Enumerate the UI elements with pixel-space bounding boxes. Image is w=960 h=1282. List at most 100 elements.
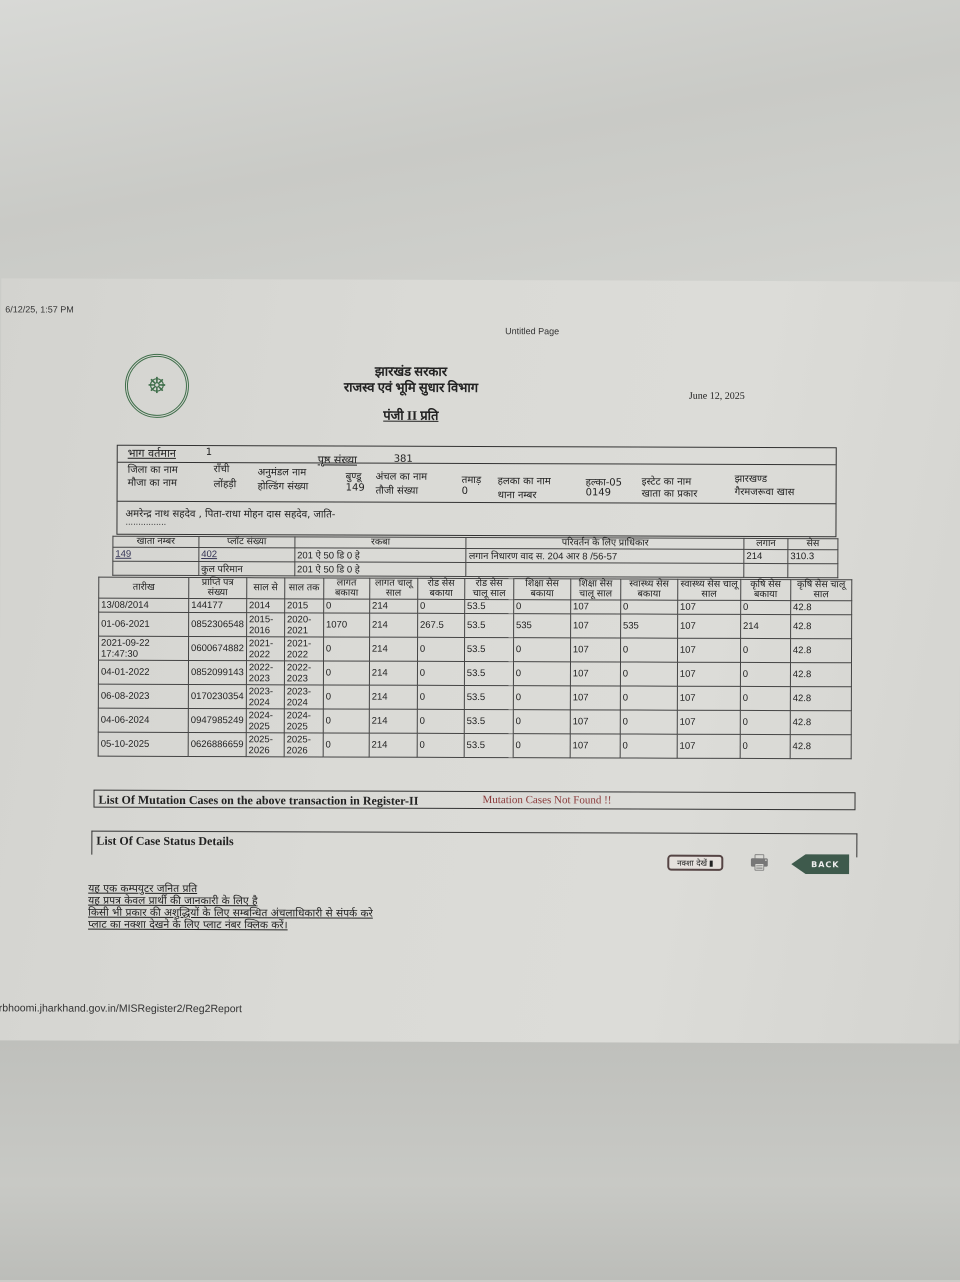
table-cell: 0 <box>513 709 571 734</box>
table-cell: 0 <box>417 709 465 734</box>
table-cell: 53.5 <box>464 613 514 638</box>
table-cell: 535 <box>513 613 571 638</box>
col-header: प्लॉट संख्या <box>198 536 295 548</box>
register-title: पंजी II प्रति <box>383 407 439 423</box>
bhag-value: 1 <box>205 447 213 459</box>
table-row: 06-08-2023 0170230354 2023-2024 2023-2024 0 2… <box>98 684 852 711</box>
jila-value: राँची <box>213 464 230 476</box>
note: यह प्रपत्र केवल प्रार्थी की जानकारी के ल… <box>88 894 258 908</box>
table-cell: 2024-2025 <box>284 708 324 733</box>
bhag-label: भाग वर्तमान <box>127 446 176 460</box>
view-map-label: नक्शा देखें <box>677 858 708 868</box>
table-cell: 2025-2026 <box>246 732 285 757</box>
col-header: सेस <box>787 538 838 550</box>
page-url: rbhoomi.jharkhand.gov.in/MISRegister2/Re… <box>0 1002 242 1016</box>
holding-label: होल्डिंग संख्या <box>257 481 309 493</box>
payments-table: तारीख प्राप्ति पत्र संख्या साल से साल तक लाग… <box>98 577 853 760</box>
table-cell: 214 <box>369 685 418 710</box>
table-cell: 0 <box>323 732 370 758</box>
printed-page: 6/12/25, 1:57 PM Untitled Page ☸ झारखंड … <box>0 278 960 1044</box>
ses-value: 310.3 <box>787 549 838 564</box>
table-cell: 107 <box>677 638 741 663</box>
thana-value: 0149 <box>585 487 612 499</box>
col-header: प्राप्ति पत्र संख्या <box>188 577 247 599</box>
table-cell: 0 <box>513 733 571 758</box>
table-cell: 42.8 <box>790 662 852 687</box>
table-cell: 53.5 <box>464 733 514 758</box>
table-cell: 107 <box>677 686 741 711</box>
table-row: 01-06-2021 0852306548 2015-2016 2020-2021 10… <box>98 612 852 639</box>
table-cell: 42.8 <box>790 638 852 663</box>
table-cell: 0 <box>417 599 465 614</box>
table-cell: 0852306548 <box>188 612 247 637</box>
table-cell: 42.8 <box>790 600 852 615</box>
table-cell: 0 <box>323 684 370 710</box>
table-row: 05-10-2025 0626886659 2025-2026 2025-2026 0 2… <box>98 732 852 759</box>
table-cell: 107 <box>570 685 621 710</box>
table-cell: 107 <box>570 613 621 638</box>
table-cell: 2023-2024 <box>284 684 324 709</box>
table-cell: 0 <box>620 685 678 711</box>
table-cell: 0 <box>417 733 465 758</box>
table-cell: 0 <box>513 599 571 614</box>
table-cell: 0 <box>323 636 370 662</box>
table-cell: 0 <box>323 660 370 686</box>
table-cell: 0 <box>620 661 678 687</box>
table-cell: 107 <box>570 637 621 662</box>
table-cell: 42.8 <box>790 710 852 735</box>
col-header: शिक्षा सेस बकाया <box>513 578 571 600</box>
table-cell: 04-01-2022 <box>98 660 189 685</box>
table-cell: 0 <box>323 598 370 614</box>
rakba-value: 201 ऐ 50 डि 0 हे <box>294 547 467 563</box>
table-cell: 144177 <box>188 598 247 613</box>
col-header: साल से <box>246 577 285 599</box>
anchal-label: अंचल का नाम <box>375 471 428 483</box>
table-cell: 2022-2023 <box>284 660 324 685</box>
table-cell: 107 <box>677 710 741 735</box>
khata-prakar-value: गैरमजरूवा खास <box>734 486 795 499</box>
table-cell: 0 <box>417 661 465 686</box>
col-header: कृषि सेस बकाया <box>740 579 791 601</box>
print-icon[interactable]: 🖶 <box>749 849 769 875</box>
col-header: कृषि सेस चालू साल <box>790 579 852 601</box>
view-map-button[interactable]: नक्शा देखें ▮ <box>667 854 724 871</box>
col-header: लागत चालू साल <box>369 578 418 600</box>
authority-value: लगान निधारण वाद स. 204 आर 8 /56-57 <box>466 548 744 564</box>
map-icon: ▮ <box>709 858 714 868</box>
table-cell: 0 <box>417 637 465 662</box>
tauzi-value: 0 <box>461 485 468 497</box>
table-row: 04-06-2024 0947985249 2024-2025 2024-2025 0 2… <box>98 708 852 735</box>
table-cell: 214 <box>369 733 418 758</box>
col-header: स्वास्थ्य सेस बकाया <box>620 579 678 601</box>
table-cell: 2023-2024 <box>246 684 285 709</box>
table-cell: 0170230354 <box>188 684 247 709</box>
case-status-label: List Of Case Status Details <box>96 833 234 849</box>
table-cell: 2022-2023 <box>246 660 285 685</box>
table-cell: 107 <box>570 599 621 614</box>
table-cell: 214 <box>740 614 791 639</box>
estate-value: झारखण्ड <box>734 473 768 486</box>
col-header: रकबा <box>294 537 467 549</box>
back-label: BACK <box>811 859 840 869</box>
table-cell: 53.5 <box>464 599 514 614</box>
table-cell: 0 <box>740 686 791 711</box>
table-cell: 53.5 <box>464 661 514 686</box>
table-cell: 107 <box>677 662 741 687</box>
table-cell: 0 <box>740 662 791 687</box>
halka-value: हल्का-05 <box>585 477 623 489</box>
background-cloth <box>0 0 960 285</box>
table-cell: 2024-2025 <box>246 708 285 733</box>
mutation-label: List Of Mutation Cases on the above tran… <box>98 792 419 808</box>
plot-number-link[interactable]: 402 <box>201 549 218 561</box>
table-cell: 0 <box>740 638 791 663</box>
table-row: 2021-09-22 17:47:30 0600674882 2021-2022 20… <box>98 636 852 663</box>
table-cell: 2025-2026 <box>284 732 324 757</box>
khata-number-link[interactable]: 149 <box>115 548 132 560</box>
owner-caste-blank: ................ <box>125 517 167 527</box>
col-header: लगान <box>743 538 788 550</box>
table-cell: 267.5 <box>417 613 465 638</box>
print-timestamp: 6/12/25, 1:57 PM <box>5 304 74 315</box>
table-cell: 214 <box>369 613 418 638</box>
table-cell: 42.8 <box>790 614 852 639</box>
info-box: भाग वर्तमान 1 पृष्ठ संख्या 381 जिला का न… <box>116 444 837 538</box>
